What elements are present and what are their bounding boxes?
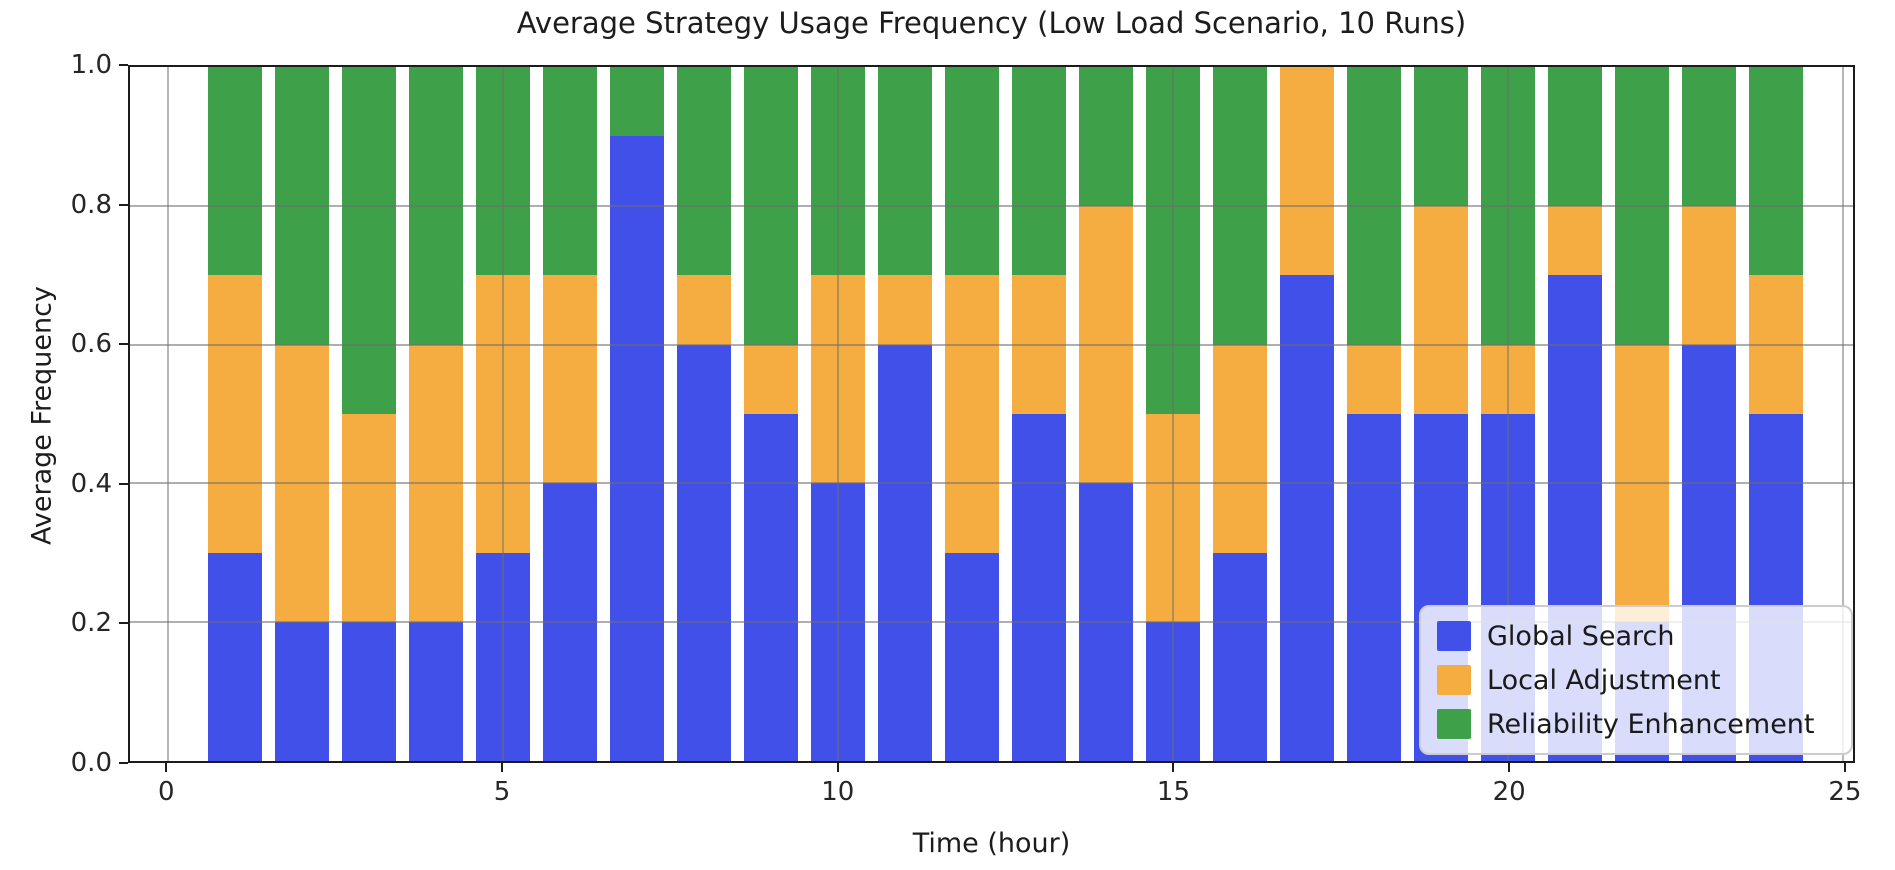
legend-label: Global Search (1487, 620, 1675, 652)
legend-label: Reliability Enhancement (1487, 708, 1815, 740)
y-tick-mark (119, 622, 128, 625)
bar-segment (1749, 67, 1803, 276)
bar-segment (342, 67, 396, 414)
bar-segment (1213, 344, 1267, 553)
bar-segment (610, 136, 664, 761)
bar-segment (1347, 414, 1401, 761)
bar-segment (543, 275, 597, 484)
v-gridline (837, 67, 840, 761)
bar-segment (208, 275, 262, 553)
chart-title: Average Strategy Usage Frequency (Low Lo… (516, 6, 1467, 40)
h-gridline (130, 343, 1853, 346)
bar-segment (677, 344, 731, 761)
x-tick-mark (501, 763, 503, 772)
y-tick-label: 1.0 (70, 50, 112, 80)
v-gridline (502, 67, 505, 761)
bar-segment (878, 275, 932, 345)
legend: Global Search Local Adjustment Reliability… (1419, 605, 1853, 755)
bar-segment (275, 622, 329, 761)
v-gridline (167, 67, 170, 761)
x-tick-mark (836, 763, 839, 772)
legend-swatch (1437, 665, 1471, 695)
bar-segment (1682, 67, 1736, 206)
h-gridline (130, 621, 1853, 624)
bar-segment (1414, 205, 1468, 414)
bar-segment (677, 275, 731, 345)
v-gridline (1172, 67, 1175, 761)
legend-item: Global Search (1437, 621, 1837, 651)
h-gridline (130, 482, 1853, 485)
bar-segment (744, 344, 798, 414)
y-tick-label: 0.6 (70, 329, 112, 360)
bar-segment (677, 67, 731, 276)
bar-segment (1012, 414, 1066, 761)
y-tick-mark (119, 343, 128, 346)
bar-segment (342, 622, 396, 761)
bar-segment (208, 67, 262, 276)
y-tick-label: 0.8 (70, 189, 112, 220)
y-tick-label: 0.4 (70, 468, 112, 499)
bar-segment (342, 414, 396, 623)
x-tick-label: 15 (1156, 777, 1190, 807)
plot-area: Global Search Local Adjustment Reliability… (128, 65, 1855, 763)
legend-item: Reliability Enhancement (1437, 709, 1837, 739)
y-tick-mark (119, 482, 128, 485)
legend-item: Local Adjustment (1437, 665, 1837, 695)
x-tick-mark (1508, 763, 1511, 772)
grid-layer (130, 67, 1853, 761)
bar-segment (1012, 67, 1066, 276)
x-tick-label: 5 (493, 777, 511, 807)
bar-segment (1079, 67, 1133, 206)
y-tick-label: 0.2 (70, 608, 112, 639)
y-tick-mark (119, 64, 128, 66)
bar-segment (1280, 275, 1334, 761)
bar-segment (1548, 205, 1602, 276)
bar-segment (1213, 552, 1267, 761)
bar-segment (744, 414, 798, 761)
legend-swatch (1437, 621, 1471, 651)
v-gridline (1841, 67, 1844, 761)
h-gridline (130, 204, 1853, 207)
x-tick-mark (1843, 763, 1846, 772)
x-tick-label: 20 (1492, 777, 1526, 807)
bar-segment (878, 344, 932, 761)
bar-segment (208, 552, 262, 761)
legend-label: Local Adjustment (1487, 664, 1721, 696)
bar-segment (945, 67, 999, 276)
bar-segment (1414, 67, 1468, 206)
bar-segment (1280, 67, 1334, 276)
bar-segment (878, 67, 932, 276)
bar-segment (1682, 205, 1736, 345)
bar-segment (945, 552, 999, 761)
x-tick-mark (1172, 763, 1175, 772)
x-tick-label: 0 (157, 777, 175, 807)
x-tick-label: 25 (1828, 777, 1862, 807)
bar-segment (1347, 344, 1401, 414)
bar-segment (543, 67, 597, 276)
v-gridline (1506, 67, 1509, 761)
y-tick-label: 0.0 (70, 748, 112, 778)
y-tick-mark (119, 203, 128, 206)
bar-segment (409, 622, 463, 761)
x-axis-label: Time (hour) (912, 828, 1071, 859)
y-tick-mark (119, 762, 128, 764)
bar-segment (945, 275, 999, 553)
legend-swatch (1437, 709, 1471, 739)
y-axis-label: Average Frequency (26, 286, 58, 545)
x-tick-mark (165, 763, 168, 772)
x-tick-label: 10 (821, 777, 855, 807)
bar-segment (610, 67, 664, 137)
bar-segment (1548, 67, 1602, 206)
